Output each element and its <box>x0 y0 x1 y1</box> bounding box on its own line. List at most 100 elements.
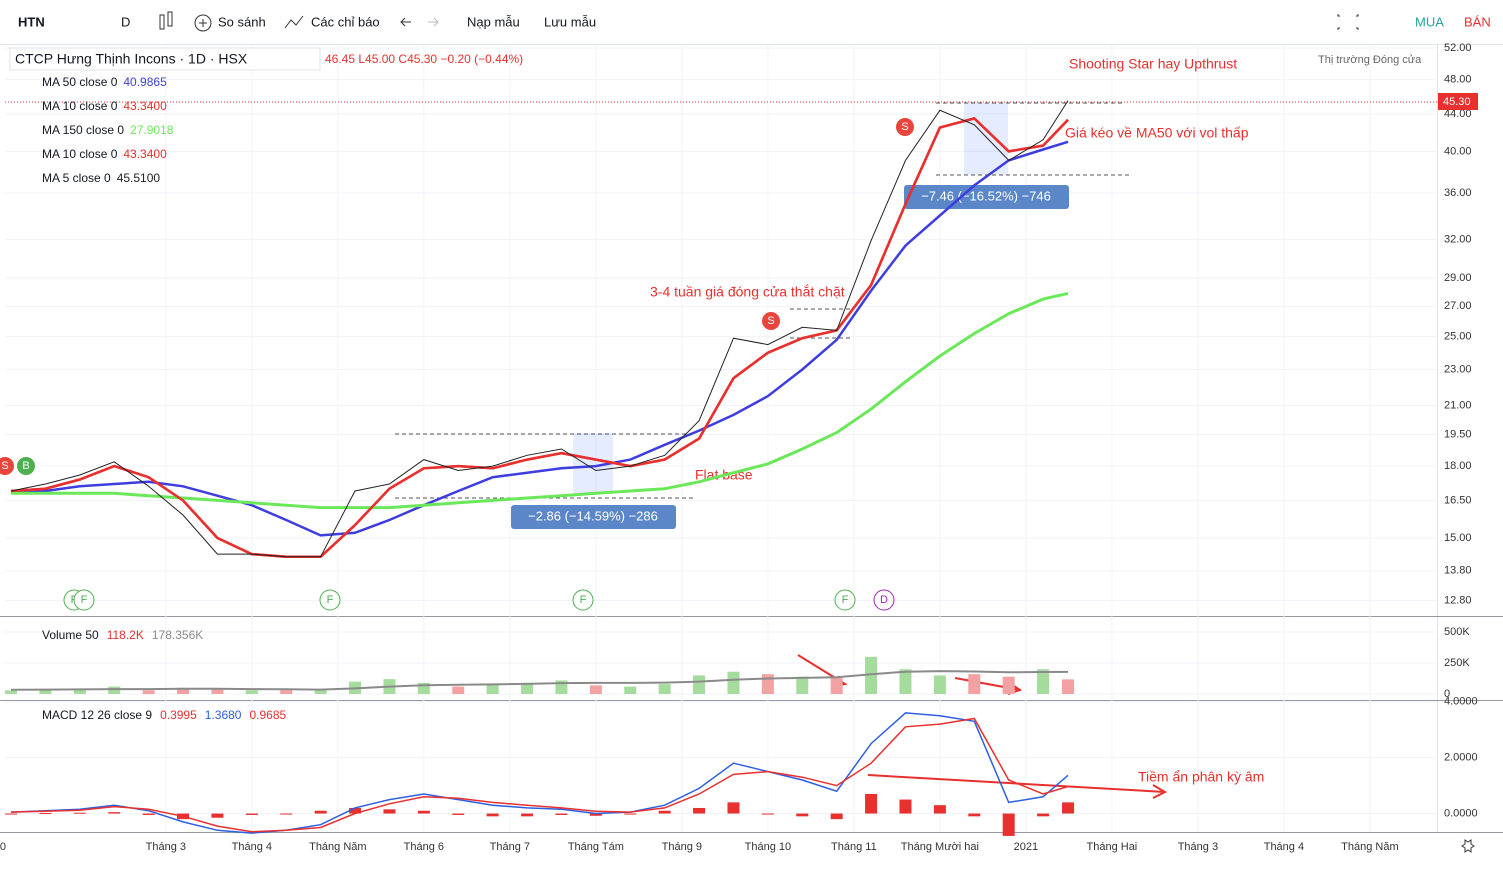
bar <box>314 690 327 695</box>
indicators-button[interactable]: Các chỉ báo <box>284 14 380 29</box>
event-marker-label: B <box>22 460 29 472</box>
bar <box>1002 813 1015 836</box>
event-marker-label: S <box>767 315 774 327</box>
legend-name: MA 5 close 0 <box>42 171 111 185</box>
event-marker-label: D <box>880 594 888 606</box>
legend-value: 43.3400 <box>123 147 167 161</box>
bar <box>108 686 121 695</box>
bar <box>108 812 121 814</box>
annotation: Tiềm ẩn phân kỳ âm <box>1138 769 1264 785</box>
line <box>10 717 1069 833</box>
sell-button[interactable]: BÁN <box>1464 14 1491 29</box>
bar <box>624 813 637 815</box>
bar <box>933 675 946 695</box>
bar <box>142 690 155 695</box>
legend-title: Volume 50 <box>42 628 99 642</box>
x-tick-label: Tháng Mười hai <box>901 841 979 853</box>
event-marker-label: F <box>580 594 587 606</box>
x-tick-label: Tháng 10 <box>745 841 791 853</box>
bar <box>280 813 293 815</box>
y-tick-label: 19.50 <box>1444 428 1472 440</box>
y-tick-label: 12.80 <box>1444 594 1472 606</box>
redo[interactable] <box>428 17 439 27</box>
bar <box>693 675 706 695</box>
x-tick-label: Tháng 4 <box>232 841 272 853</box>
bar <box>624 686 637 695</box>
bar <box>899 669 912 695</box>
bar <box>589 685 602 695</box>
x-tick-label: Tháng Năm <box>309 841 366 853</box>
event-marker <box>572 589 594 611</box>
bar <box>1037 669 1050 695</box>
bar <box>349 807 362 814</box>
ohlc: 46.45 L45.00 C45.30 −0.20 (−0.44%) <box>325 52 523 66</box>
x-tick-label: Tháng 11 <box>831 841 877 853</box>
measure-box <box>904 185 1069 209</box>
bar <box>73 689 86 695</box>
bar <box>830 677 843 695</box>
bar <box>245 690 258 695</box>
last-price-box <box>1438 93 1478 110</box>
symbol-title: CTCP Hưng Thịnh Incons · 1D · HSX <box>15 51 248 67</box>
last-price: 45.30 <box>1443 96 1471 108</box>
event-marker-label: F <box>842 594 849 606</box>
y-tick-label: 0.0000 <box>1444 807 1478 819</box>
bar <box>73 812 86 814</box>
compare-label: So sánh <box>218 14 266 29</box>
line <box>10 117 1069 559</box>
indicators-label: Các chỉ báo <box>311 14 380 29</box>
bar <box>830 813 843 820</box>
bar <box>899 799 912 814</box>
annotation: Shooting Star hay Upthrust <box>1069 56 1237 72</box>
bar <box>417 810 430 814</box>
bar <box>177 687 190 695</box>
candle-icon[interactable] <box>159 11 173 30</box>
undo[interactable] <box>400 17 411 27</box>
line <box>10 712 1069 834</box>
annotation: Giá kéo về MA50 với vol thấp <box>1065 125 1249 141</box>
legend-value: 45.5100 <box>117 171 161 185</box>
event-marker-label: S <box>1 460 8 472</box>
bar <box>761 674 774 695</box>
bar <box>5 690 18 695</box>
x-tick-label: Tháng 3 <box>146 841 186 853</box>
buy-button[interactable]: MUA <box>1415 14 1444 29</box>
bar <box>211 689 224 695</box>
y-tick-label: 13.80 <box>1444 565 1472 577</box>
annotation: 3-4 tuần giá đóng cửa thắt chặt <box>650 284 845 300</box>
bar <box>658 810 671 814</box>
compare-button[interactable]: So sánh <box>194 14 266 32</box>
y-tick-label: 0 <box>1444 688 1450 700</box>
measure-label: −2.86 (−14.59%) −286 <box>528 508 658 523</box>
y-tick-label: 25.00 <box>1444 331 1472 343</box>
x-tick-label: Tháng 7 <box>490 841 530 853</box>
bar <box>761 813 774 815</box>
legend-value: 0.3995 <box>160 708 197 722</box>
interval[interactable]: D <box>121 14 130 29</box>
bar <box>1037 813 1050 817</box>
bar <box>452 686 465 695</box>
bar <box>555 813 568 815</box>
y-tick-label: 29.00 <box>1444 272 1472 284</box>
symbol[interactable]: HTN <box>18 14 45 29</box>
event-marker <box>873 589 895 611</box>
line <box>10 670 1069 691</box>
y-tick-label: 32.00 <box>1444 233 1472 245</box>
save-template[interactable]: Lưu mẫu <box>544 14 596 29</box>
measure-label: −7.46 (−16.52%) −746 <box>921 188 1051 203</box>
bar <box>280 690 293 695</box>
bar <box>796 813 809 817</box>
settings[interactable] <box>1461 839 1475 853</box>
x-tick-label: Tháng 3 <box>1178 841 1218 853</box>
fullscreen[interactable] <box>1337 14 1359 30</box>
bar <box>1062 802 1075 814</box>
event-marker <box>319 589 341 611</box>
load-template[interactable]: Nạp mẫu <box>467 14 520 29</box>
legend-name: MA 10 close 0 <box>42 99 118 113</box>
y-tick-label: 4.0000 <box>1444 696 1478 708</box>
event-marker <box>17 457 35 475</box>
measure-box <box>511 505 676 529</box>
bar <box>727 802 740 814</box>
bar <box>865 656 878 695</box>
